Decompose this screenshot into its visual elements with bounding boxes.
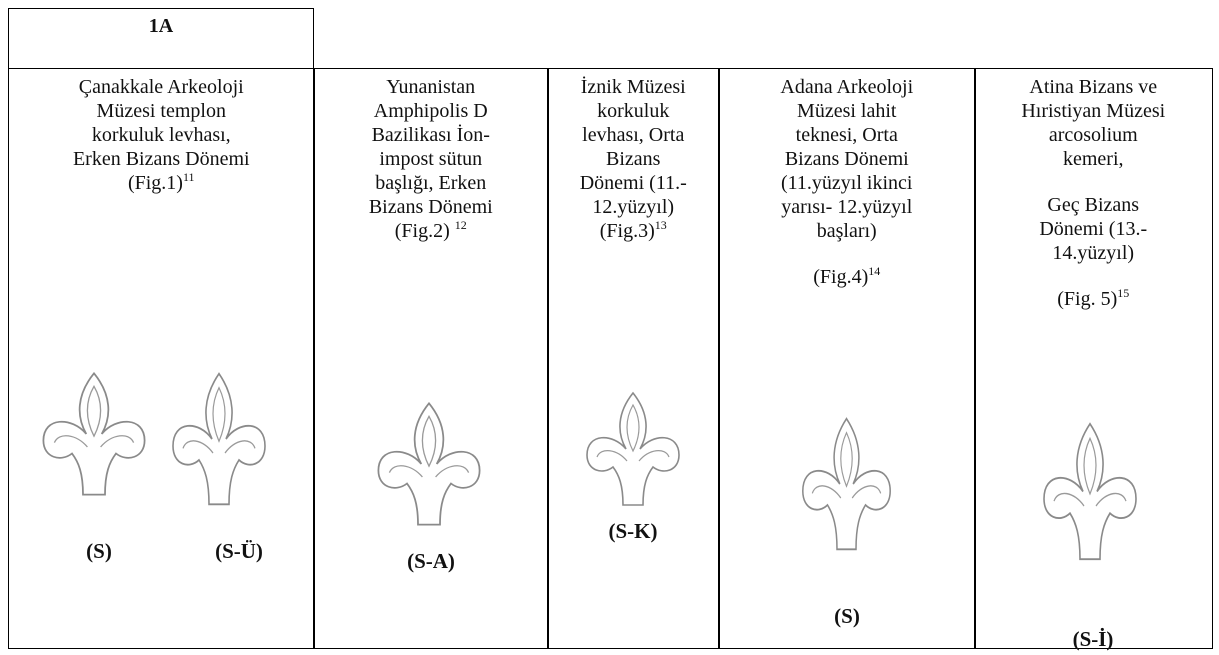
figure-label: (S-K) (608, 519, 658, 543)
text-line: Çanakkale Arkeoloji (78, 76, 244, 98)
text-line: (Fig.1)11 (9, 171, 314, 195)
body-cell: Çanakkale Arkeoloji Müzesi templon korkulu… (8, 68, 315, 649)
text: (Fig.3) (599, 220, 655, 242)
footnote: 12 (454, 218, 467, 232)
description: İznik Müzesi korkuluk levhası, Orta Bizans D… (548, 75, 719, 243)
body-cell: Adana Arkeoloji Müzesi lahit teknesi, Orta… (718, 68, 976, 649)
header-text: 1A (148, 15, 174, 37)
description: Atina Bizans ve Hıristiyan Müzesi arcosoli… (975, 75, 1212, 311)
text-line: Geç Bizans (1047, 194, 1140, 216)
paragraph: Yunanistan Amphipolis D Bazilikası İon-imp… (314, 75, 548, 243)
paragraph: (Fig.4)14 (719, 265, 975, 289)
figure-label: (S-Ü) (215, 539, 263, 563)
footnote: 13 (654, 218, 667, 232)
text-line: başları) (816, 220, 877, 242)
text-line: yarısı- 12.yüzyıl (781, 196, 913, 218)
paragraph: (Fig. 5)15 (975, 287, 1212, 311)
figure-label: (S) (834, 604, 860, 628)
text-line: Müzesi templon (96, 100, 226, 122)
text-line: Bizans Dönemi (784, 148, 909, 170)
paragraph: İznik Müzesi korkuluk levhası, Orta Bizans D… (548, 75, 719, 243)
body-cell: Atina Bizans ve Hıristiyan Müzesi arcosoli… (974, 68, 1213, 651)
text-line: (11.yüzyıl ikinci (781, 172, 913, 194)
text-line: (Fig.3)13 (548, 219, 719, 243)
text-line: (Fig.4)14 (719, 265, 975, 289)
ornament-drawing (799, 414, 894, 554)
paragraph: Geç Bizans Dönemi (13.- 14.yüzyıl) (975, 193, 1212, 265)
text-line: (Fig. 5)15 (975, 287, 1212, 311)
paragraph: Adana Arkeoloji Müzesi lahit teknesi, Orta… (719, 75, 975, 243)
text-line: Bazilikası İon- (371, 124, 490, 146)
text-line: Dönemi (13.- (1039, 218, 1148, 240)
ornament-drawing (374, 399, 484, 529)
description: Adana Arkeoloji Müzesi lahit teknesi, Orta… (719, 75, 975, 289)
text-line: korkuluk levhası, (91, 124, 231, 146)
text-line: levhası, Orta (582, 124, 685, 146)
text-line: Hıristiyan Müzesi (1021, 100, 1166, 122)
description: Çanakkale Arkeoloji Müzesi templon korkulu… (9, 75, 314, 195)
text-line: Yunanistan (386, 76, 476, 98)
text-line: 12.yüzyıl) (592, 196, 675, 218)
figure-label: (S-A) (407, 549, 455, 573)
paragraph: Atina Bizans ve Hıristiyan Müzesi arcosoli… (975, 75, 1212, 171)
text-line: 14.yüzyıl) (1052, 242, 1135, 264)
text-line: arcosolium (1048, 124, 1138, 146)
text-line: Bizans (606, 148, 661, 170)
text-line: Dönemi (11.- (579, 172, 687, 194)
paragraph: Çanakkale Arkeoloji Müzesi templon korkulu… (9, 75, 314, 195)
text-line: kemeri, (1062, 148, 1124, 170)
ornament-drawing (583, 389, 683, 509)
text-line: başlığı, Erken (375, 172, 487, 194)
body-cell: İznik Müzesi korkuluk levhası, Orta Bizans D… (547, 68, 720, 649)
description: Yunanistan Amphipolis D Bazilikası İon-imp… (314, 75, 548, 243)
ornament-drawing (39, 369, 149, 499)
text-line: Adana Arkeoloji (780, 76, 914, 98)
text-line: teknesi, Orta (795, 124, 898, 146)
footnote: 15 (1117, 286, 1130, 300)
figure-label: (S-İ) (1072, 627, 1114, 651)
footnote: 14 (868, 264, 881, 278)
ornament-drawing (169, 369, 269, 509)
text-line: Erken Bizans Dönemi (72, 148, 250, 170)
text-line: (Fig.2) 12 (314, 219, 548, 243)
text-line: Atina Bizans ve (1029, 76, 1158, 98)
body-cell: Yunanistan Amphipolis D Bazilikası İon-imp… (313, 68, 549, 649)
header-cell: 1A (8, 8, 314, 69)
text-line: korkuluk (597, 100, 670, 122)
text: (Fig. 5) (1057, 288, 1118, 310)
figure-label: (S) (86, 539, 112, 563)
text-line: Bizans Dönemi (368, 196, 493, 218)
text-line: İznik Müzesi (580, 76, 686, 98)
ornament-drawing (1040, 419, 1140, 564)
footnote: 11 (182, 170, 195, 184)
text-line: impost sütun (379, 148, 483, 170)
text: (Fig.1) (127, 172, 183, 194)
text-line: Müzesi lahit (797, 100, 897, 122)
text: (Fig.2) (394, 220, 455, 242)
text-line: Amphipolis D (373, 100, 488, 122)
text: (Fig.4) (813, 266, 869, 288)
